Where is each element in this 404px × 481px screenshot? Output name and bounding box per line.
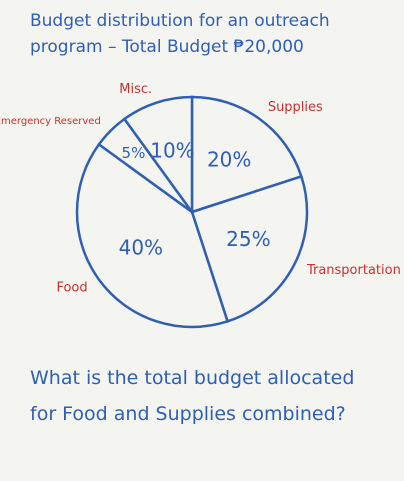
pie-slice	[75, 142, 230, 329]
pie-slice	[190, 174, 309, 323]
category-label: Transportation	[306, 263, 401, 278]
value-label: 5%	[122, 144, 146, 162]
chart-title: Budget distribution for an outreach prog…	[30, 11, 330, 57]
value-label: 40%	[119, 236, 163, 260]
category-label: Emergency Reserved	[0, 116, 101, 127]
category-label: Supplies	[268, 100, 323, 115]
pie-slice	[190, 95, 303, 214]
value-label: 25%	[226, 227, 270, 251]
category-label: Food	[56, 280, 87, 295]
chart: 20% Supplies 25% Transportation 40% Food 5% Eme…	[0, 82, 401, 329]
category-label: Misc.	[119, 82, 152, 97]
question: What is the total budget allocated for F…	[30, 367, 355, 425]
value-label: 10%	[150, 138, 194, 162]
value-label: 20%	[207, 147, 251, 171]
pie-slice	[122, 95, 194, 216]
